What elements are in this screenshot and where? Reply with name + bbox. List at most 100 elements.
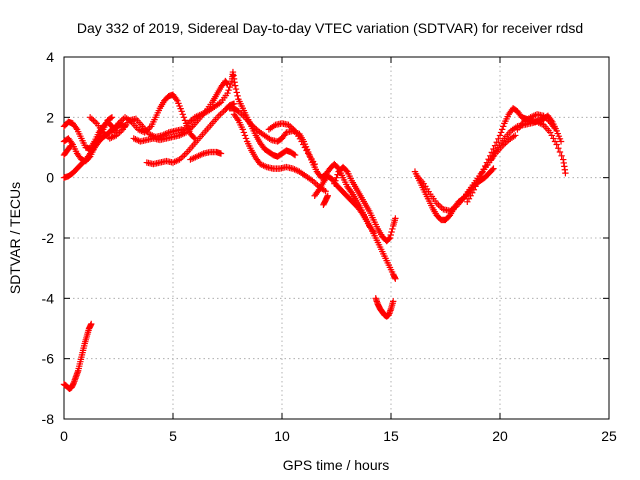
series-arc-15: [311, 172, 399, 282]
data-point-marker: [556, 148, 564, 156]
data-point-marker: [218, 109, 226, 117]
series-arc-10: [187, 148, 225, 163]
data-point-marker: [387, 231, 394, 239]
data-point-marker: [311, 160, 318, 168]
data-point-marker: [482, 162, 489, 170]
y-tick-label: -6: [42, 351, 55, 367]
data-point-marker: [551, 124, 558, 132]
data-point-marker: [436, 203, 444, 210]
data-point-marker: [553, 141, 560, 148]
data-point-marker: [179, 153, 187, 160]
data-point-marker: [555, 145, 562, 152]
series-arc-11: [178, 68, 299, 160]
data-point-marker: [217, 111, 224, 118]
data-point-marker: [472, 183, 479, 190]
data-point-marker: [331, 180, 338, 187]
y-tick-label: -4: [42, 290, 55, 306]
data-point-marker: [240, 129, 248, 136]
data-point-marker: [343, 167, 350, 174]
x-tick-label: 25: [601, 428, 617, 444]
data-point-marker: [90, 117, 97, 124]
series-arc-1: [60, 320, 95, 393]
data-point-marker: [190, 134, 197, 141]
series-arc-18: [372, 295, 397, 320]
data-point-marker: [470, 186, 478, 193]
data-point-marker: [550, 123, 557, 130]
series-arc-12: [230, 111, 329, 195]
data-point-marker: [496, 132, 504, 139]
data-point-marker: [133, 136, 141, 144]
data-point-marker: [234, 115, 241, 123]
data-point-marker: [232, 85, 240, 93]
y-tick-label: -2: [42, 230, 55, 246]
data-point-marker: [241, 132, 249, 139]
data-point-marker: [332, 177, 339, 184]
data-point-marker: [324, 192, 331, 199]
data-point-marker: [225, 86, 232, 94]
data-point-marker: [358, 209, 365, 216]
data-point-marker: [388, 228, 395, 236]
series-arc-16: [331, 163, 399, 245]
data-point-marker: [500, 123, 507, 130]
data-point-marker: [107, 114, 115, 122]
data-point-marker: [386, 234, 394, 242]
data-point-marker: [435, 201, 442, 209]
data-point-marker: [389, 225, 396, 233]
axis-ticks: 0 5 10 15 20 25 -8 -6 -4 -2 0 2 4: [42, 49, 617, 444]
data-point-marker: [231, 82, 239, 89]
data-point-marker: [178, 108, 185, 115]
data-point-marker: [68, 139, 75, 147]
data-point-marker: [322, 188, 329, 195]
series-arc-23: [514, 111, 558, 133]
data-point-marker: [290, 151, 298, 158]
data-point-marker: [512, 132, 519, 139]
x-tick-label: 10: [274, 428, 290, 444]
y-tick-label: 2: [46, 109, 54, 125]
data-point-marker: [334, 171, 341, 178]
data-point-marker: [312, 180, 319, 187]
data-point-marker: [473, 179, 481, 187]
chart-title: Day 332 of 2019, Sidereal Day-to-day VTE…: [77, 20, 583, 36]
series-arc-4: [60, 118, 120, 153]
y-tick-label: 0: [46, 170, 54, 186]
data-point-marker: [239, 126, 246, 133]
data-point-marker: [392, 275, 399, 282]
data-point-marker: [480, 166, 487, 173]
data-point-marker: [495, 135, 502, 143]
data-point-marker: [392, 215, 399, 222]
data-point-marker: [66, 143, 73, 151]
data-point-marker: [108, 114, 116, 121]
data-point-marker: [347, 188, 354, 195]
data-point-marker: [385, 235, 393, 242]
y-tick-label: -8: [42, 411, 55, 427]
series-arc-5: [60, 142, 74, 159]
data-point-marker: [562, 169, 569, 177]
data-point-marker: [181, 151, 188, 159]
data-point-marker: [173, 96, 180, 103]
series-arc-14: [265, 120, 318, 168]
data-point-marker: [291, 151, 299, 159]
data-point-marker: [109, 133, 117, 141]
data-point-marker: [179, 111, 187, 118]
x-tick-label: 5: [169, 428, 177, 444]
data-point-marker: [314, 188, 322, 195]
data-point-marker: [217, 150, 225, 157]
data-point-marker: [477, 172, 484, 180]
data-point-marker: [490, 165, 497, 172]
data-point-marker: [483, 159, 491, 166]
x-tick-label: 15: [383, 428, 399, 444]
data-point-marker: [557, 138, 565, 145]
data-point-marker: [550, 135, 557, 142]
data-point-marker: [558, 152, 565, 159]
y-tick-label: 4: [46, 49, 54, 65]
data-points: [60, 68, 569, 393]
data-point-marker: [173, 157, 180, 165]
data-point-marker: [181, 117, 189, 124]
data-point-marker: [498, 126, 506, 133]
data-point-marker: [91, 118, 99, 126]
data-point-marker: [226, 83, 233, 91]
data-point-marker: [497, 129, 505, 136]
series-arc-17: [320, 192, 331, 209]
x-axis-label: GPS time / hours: [283, 457, 390, 473]
